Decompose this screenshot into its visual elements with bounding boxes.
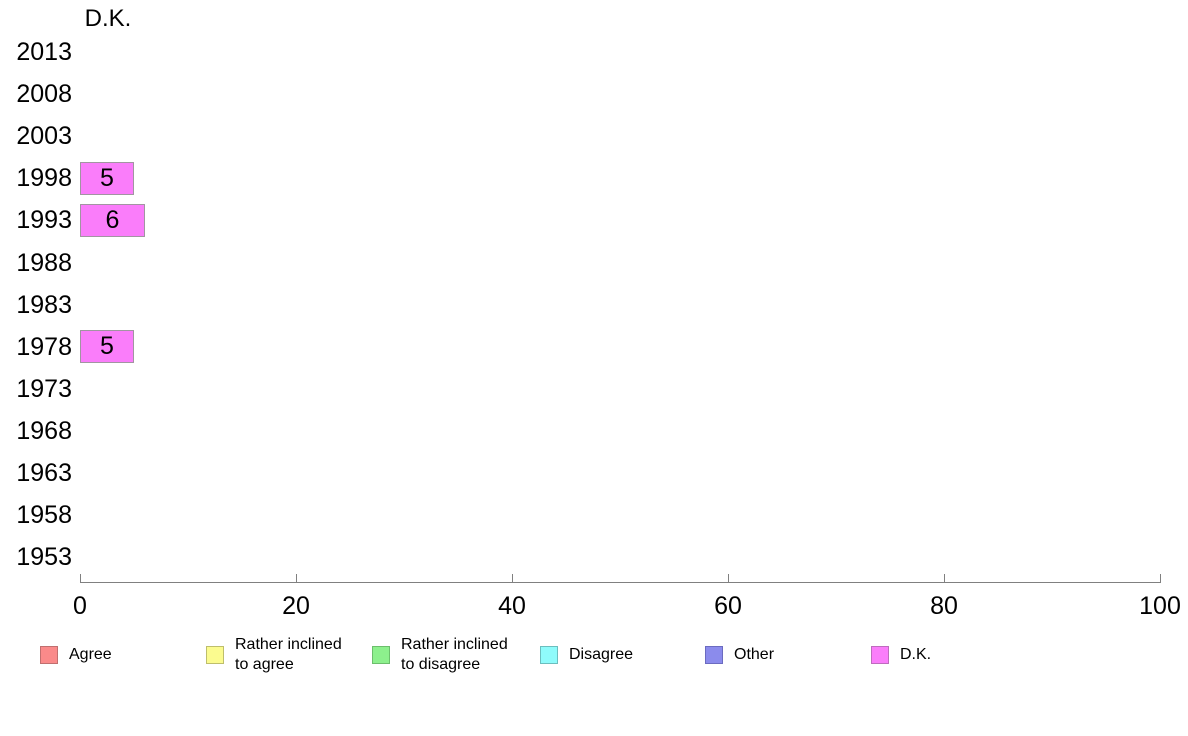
x-axis-tick (944, 574, 945, 582)
legend-swatch-d-k (871, 646, 889, 664)
legend-swatch-agree (40, 646, 58, 664)
y-axis-category-label: 1958 (16, 501, 72, 530)
x-axis-tick-label: 0 (73, 592, 87, 620)
legend-item: Rather inclined to disagree (372, 635, 508, 675)
x-axis-tick (296, 574, 297, 582)
legend-item: Other (705, 635, 774, 675)
legend-item: D.K. (871, 635, 931, 675)
bar: 5 (80, 161, 134, 195)
x-axis-tick-label: 80 (930, 592, 958, 620)
y-axis-category-label: 1973 (16, 374, 72, 403)
bar-value-label: 5 (100, 332, 114, 361)
y-axis-category-label: 1993 (16, 206, 72, 235)
y-axis-category-label: 1983 (16, 290, 72, 319)
x-axis-tick-label: 40 (498, 592, 526, 620)
legend-swatch-other (705, 646, 723, 664)
x-axis-tick (728, 574, 729, 582)
y-axis-category-label: 1953 (16, 543, 72, 572)
legend-item: Disagree (540, 635, 633, 675)
x-axis-tick (80, 574, 81, 582)
bar-value-label: 5 (100, 163, 114, 192)
legend-label: D.K. (900, 646, 932, 663)
legend-swatch-disagree (540, 646, 558, 664)
x-axis-tick-label: 60 (714, 592, 742, 620)
y-axis-category-label: 2003 (16, 122, 72, 151)
legend-label: Disagree (569, 646, 634, 663)
y-axis-category-label: 1978 (16, 332, 72, 361)
y-axis-category-label: 2013 (16, 38, 72, 66)
legend-item: Agree (40, 635, 112, 675)
legend-swatch-rather-inclined-to-disagree (372, 646, 390, 664)
y-axis-category-label: 2008 (16, 80, 72, 109)
legend-label: Agree (69, 646, 112, 663)
y-axis-category-label: 1998 (16, 164, 72, 193)
x-axis-tick (512, 574, 513, 582)
x-axis-line (80, 582, 1161, 583)
x-axis-tick-label: 20 (282, 592, 310, 620)
y-axis-category-label: 1968 (16, 416, 72, 445)
legend-item: Rather inclined to agree (206, 635, 342, 675)
y-axis-category-label: 1988 (16, 248, 72, 277)
x-axis-tick-label: 100 (1139, 592, 1181, 620)
bar: 6 (80, 203, 145, 237)
legend-swatch-rather-inclined-to-agree (206, 646, 224, 664)
legend-label: Rather inclined to agree (235, 636, 342, 673)
bar-value-label: 6 (105, 205, 120, 234)
chart-title: D.K. (84, 5, 132, 32)
legend-label: Rather inclined to disagree (401, 636, 508, 673)
bar: 5 (80, 330, 134, 364)
legend-label: Other (734, 646, 775, 663)
x-axis-tick (1160, 574, 1161, 582)
y-axis-category-label: 1963 (16, 459, 72, 487)
